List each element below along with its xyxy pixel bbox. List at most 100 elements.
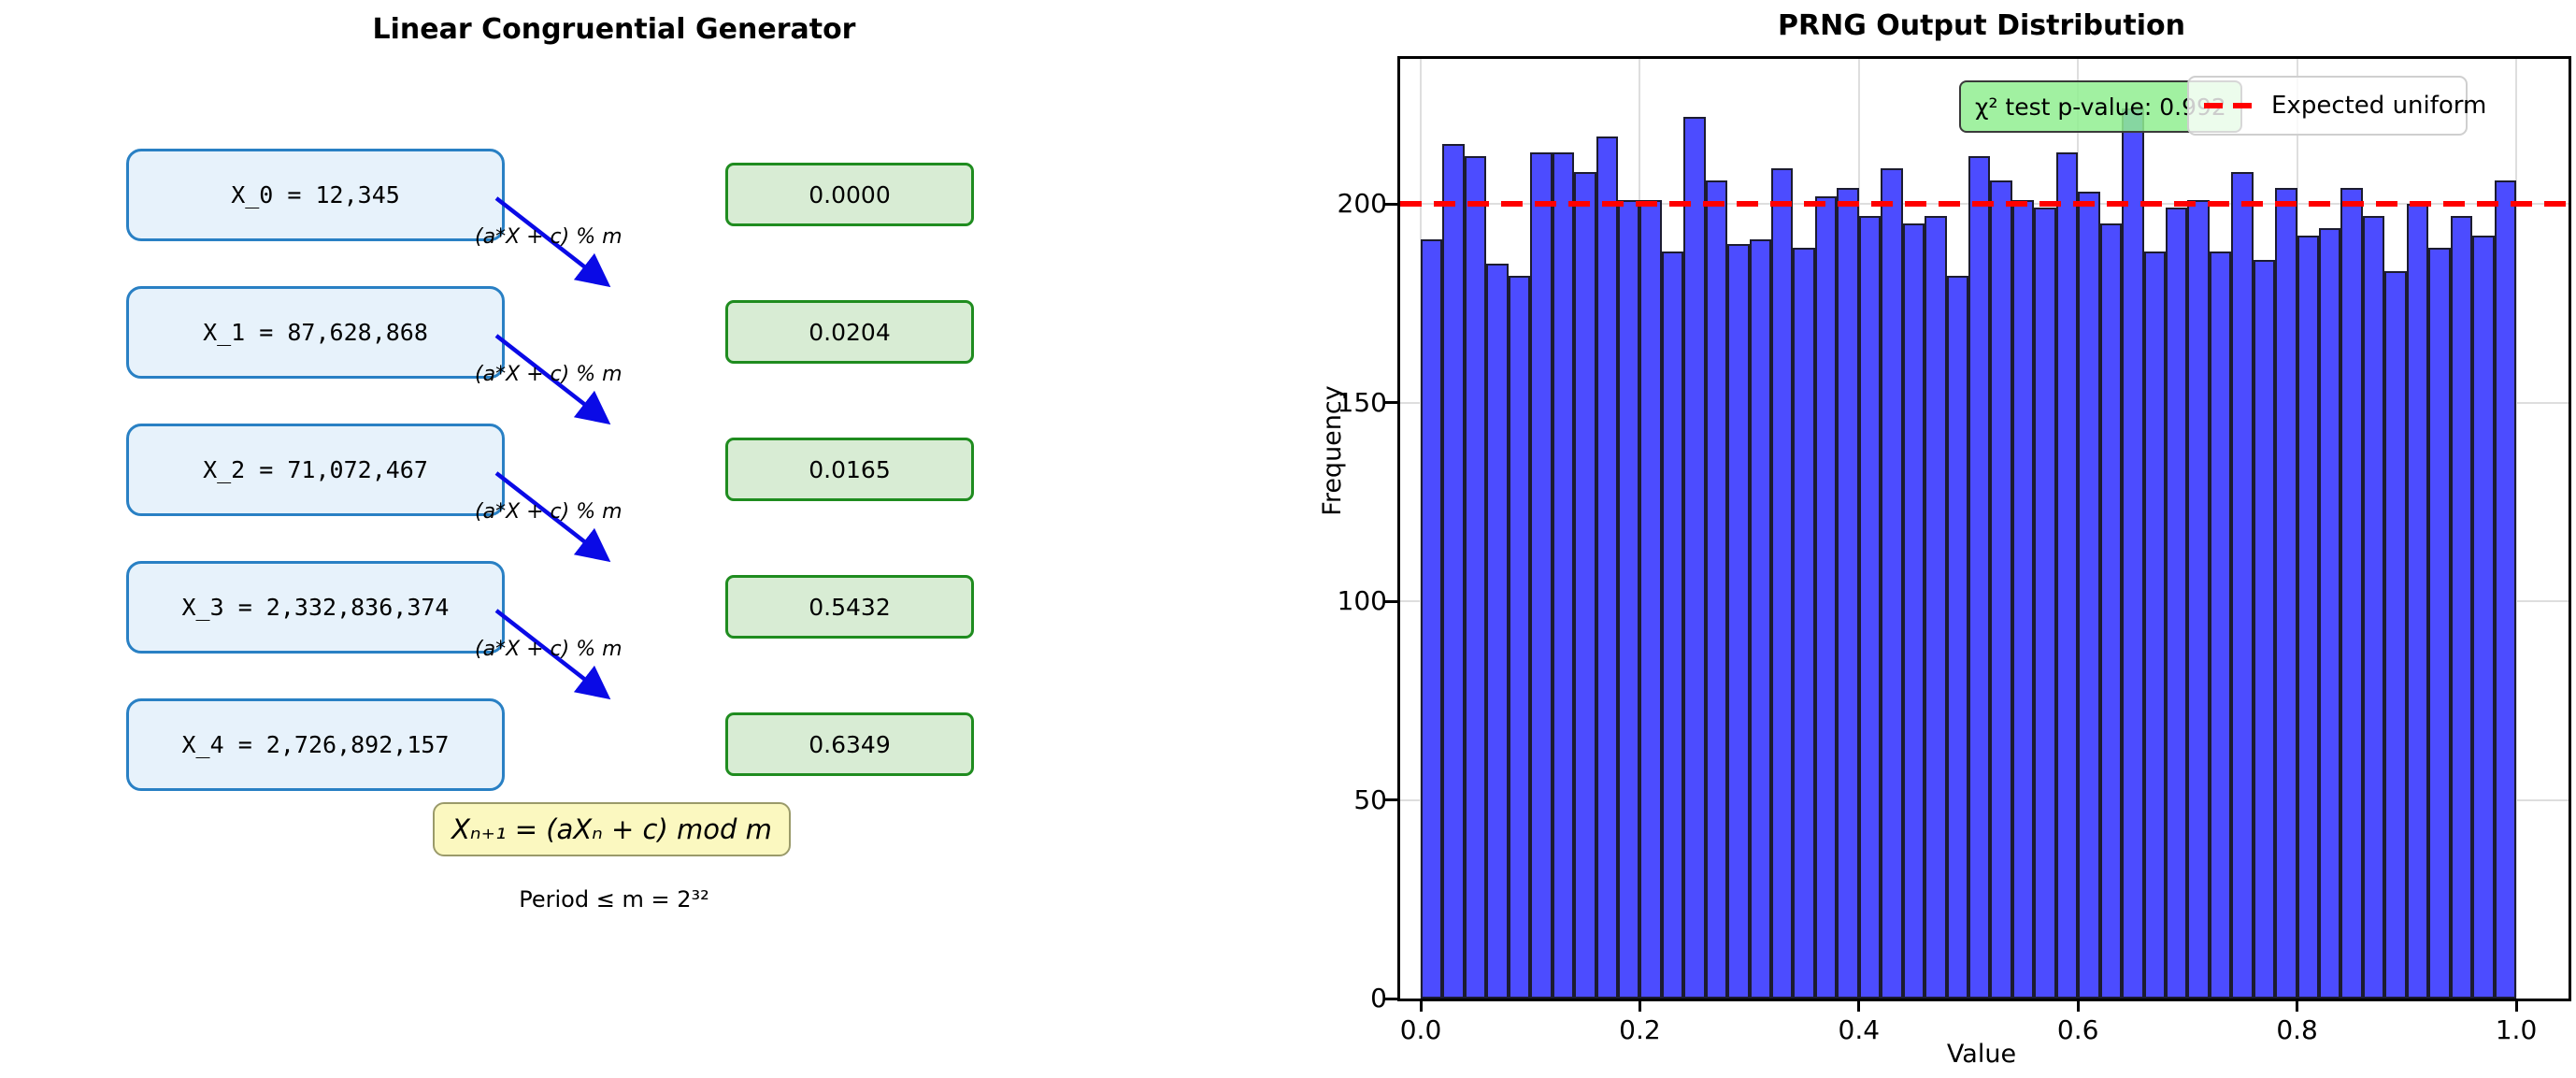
histogram-bar — [1442, 144, 1465, 999]
x-axis-label: Value — [1946, 1040, 2017, 1069]
histogram-bar — [1530, 151, 1553, 999]
histogram-bar — [2472, 236, 2495, 999]
lcg-diagram-panel: Linear Congruential Generator X_0 = 12,3… — [0, 0, 1228, 1078]
x-tick-label: 0.6 — [2056, 1014, 2099, 1045]
transition-arrows — [494, 196, 611, 700]
histogram-bar — [2494, 180, 2516, 999]
histogram-bar — [1596, 136, 1618, 999]
expected-uniform-line — [1400, 201, 2569, 208]
y-tick-mark — [1384, 798, 1397, 802]
chart-title: PRNG Output Distribution — [1778, 9, 2185, 42]
histogram-bar — [2428, 247, 2451, 999]
histogram-bar — [1574, 172, 1596, 999]
histogram-plot: χ² test p-value: 0.992 Expected uniform … — [1338, 56, 2571, 1045]
red-dashed-line-icon — [2204, 103, 2256, 108]
x-tick-mark — [2076, 999, 2080, 1012]
lcg-formula-box: Xₙ₊₁ = (aXₙ + c) mod m — [433, 802, 791, 856]
output-box-3: 0.5432 — [725, 575, 974, 639]
histogram-bar — [1486, 263, 1509, 999]
bars-area — [1421, 59, 2516, 999]
y-axis-label: Frequency — [1318, 385, 1347, 516]
x-gridline — [2515, 59, 2517, 999]
histogram-bar — [2450, 215, 2473, 999]
x-tick-label: 1.0 — [2495, 1014, 2538, 1045]
histogram-bar — [2406, 204, 2429, 999]
histogram-bar — [1990, 180, 2012, 999]
histogram-bar — [2055, 151, 2079, 999]
histogram-bar — [2319, 227, 2341, 999]
histogram-bar — [1552, 151, 1575, 999]
lcg-panel-title: Linear Congruential Generator — [372, 13, 856, 46]
histogram-bar — [1902, 223, 1925, 999]
histogram-bar — [2362, 215, 2385, 999]
histogram-bar — [1881, 167, 1903, 999]
state-box-x4: X_4 = 2,726,892,157 — [126, 698, 505, 791]
x-tick-mark — [1857, 999, 1861, 1012]
histogram-bar — [1661, 252, 1684, 999]
histogram-bar — [2034, 208, 2056, 999]
y-tick-label: 50 — [1353, 783, 1387, 815]
output-value: 0.0204 — [809, 318, 891, 346]
y-tick-label: 150 — [1337, 386, 1387, 418]
output-box-2: 0.0165 — [725, 438, 974, 501]
y-tick-label: 100 — [1337, 585, 1387, 617]
output-value: 0.5432 — [809, 593, 891, 621]
transition-arrow-2 — [494, 471, 611, 563]
histogram-bar — [1464, 156, 1487, 999]
state-label: X_0 = 12,345 — [231, 181, 400, 208]
y-tick-mark — [1384, 599, 1397, 603]
histogram-bar — [1617, 199, 1640, 999]
x-tick-label: 0.2 — [1619, 1014, 1661, 1045]
histogram-bar — [1968, 156, 1991, 999]
histogram-bar — [2187, 199, 2210, 999]
transition-arrow-1 — [494, 334, 611, 425]
histogram-bar — [2340, 188, 2363, 999]
histogram-bar — [2143, 252, 2166, 999]
y-tick-mark — [1384, 401, 1397, 405]
state-box-x2: X_2 = 71,072,467 — [126, 424, 505, 516]
state-label: X_4 = 2,726,892,157 — [181, 731, 450, 758]
x-tick-label: 0.0 — [1399, 1014, 1442, 1045]
y-tick-mark — [1384, 997, 1397, 1000]
histogram-bar — [2078, 192, 2100, 999]
histogram-bar — [1705, 180, 1728, 999]
histogram-bar — [1858, 215, 1882, 999]
histogram-bar — [1946, 275, 1968, 999]
histogram-bar — [1508, 275, 1531, 999]
transition-arrow-3 — [494, 609, 611, 700]
arrow-label-3: (a*X + c) % m — [475, 638, 623, 661]
state-box-x1: X_1 = 87,628,868 — [126, 286, 505, 379]
histogram-bar — [1749, 239, 1772, 999]
histogram-bar — [2297, 236, 2320, 999]
output-box-0: 0.0000 — [725, 163, 974, 226]
histogram-bar — [1639, 199, 1662, 999]
x-tick-label: 0.8 — [2276, 1014, 2318, 1045]
state-label: X_3 = 2,332,836,374 — [181, 594, 450, 621]
arrow-label-0: (a*X + c) % m — [475, 225, 623, 249]
histogram-bar — [2122, 108, 2144, 999]
output-value: 0.6349 — [809, 730, 891, 758]
histogram-bar — [2165, 208, 2188, 999]
histogram-bar — [2275, 188, 2297, 999]
x-tick-mark — [2296, 999, 2299, 1012]
x-tick-mark — [2514, 999, 2518, 1012]
histogram-bar — [1793, 247, 1815, 999]
histogram-bar — [1771, 167, 1794, 999]
histogram-bar — [1925, 215, 1947, 999]
y-tick-label: 200 — [1337, 188, 1387, 220]
lcg-formula: Xₙ₊₁ = (aXₙ + c) mod m — [451, 813, 772, 845]
histogram-bar — [2099, 223, 2123, 999]
histogram-bar — [2384, 271, 2407, 999]
state-box-x3: X_3 = 2,332,836,374 — [126, 561, 505, 654]
x-tick-mark — [1638, 999, 1641, 1012]
arrow-label-1: (a*X + c) % m — [475, 363, 623, 386]
output-box-1: 0.0204 — [725, 300, 974, 364]
x-tick-mark — [1419, 999, 1423, 1012]
histogram-bar — [2209, 252, 2232, 999]
legend-label: Expected uniform — [2271, 92, 2487, 120]
histogram-bar — [1814, 195, 1838, 999]
histogram-bar — [2011, 199, 2035, 999]
histogram-bar — [1837, 188, 1859, 999]
histogram-bar — [1727, 243, 1750, 999]
y-tick-mark — [1384, 202, 1397, 206]
